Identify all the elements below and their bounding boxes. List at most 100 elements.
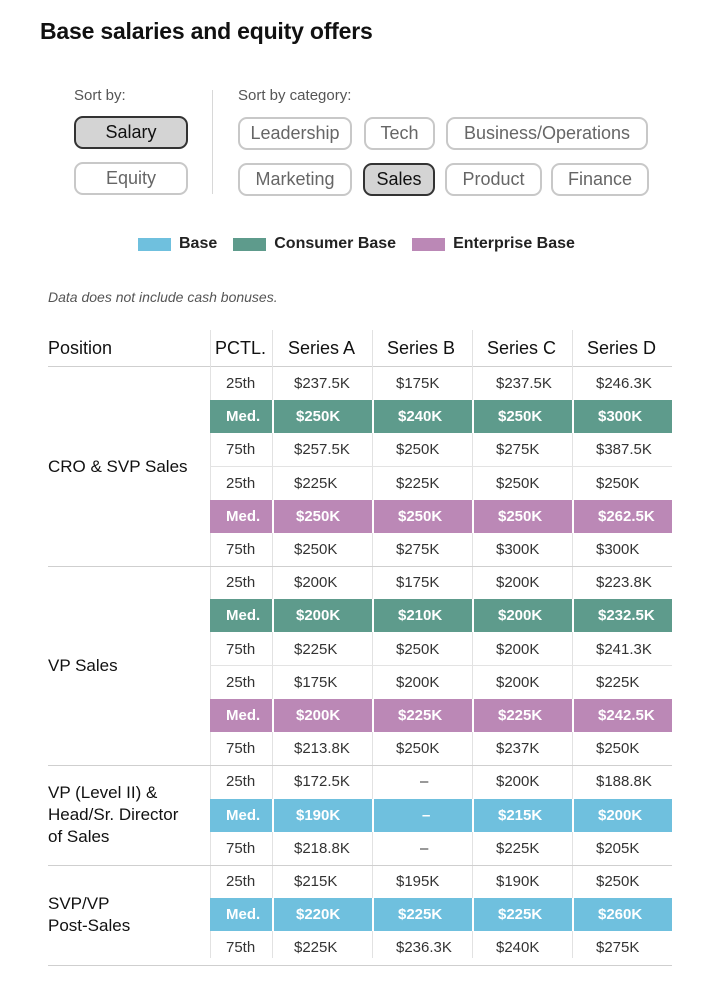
salary-cell: $220K [272,898,372,931]
legend-label: Consumer Base [274,235,397,252]
salary-cell: $225K [294,475,338,492]
salary-cell: $275K [496,441,540,458]
salary-cell: $172.5K [294,773,350,790]
salary-cell: $200K [272,599,372,632]
legend-item-consumer-base: Consumer Base [233,235,396,253]
salary-cell: $250K [596,475,640,492]
salary-cell: $250K [396,441,440,458]
salary-cell: $205K [596,840,640,857]
salary-cell: $223.8K [596,574,652,591]
salary-cell: $190K [496,873,540,890]
percentile-cell: Med. [226,508,261,525]
salary-cell: $200K [496,674,540,691]
table-row: Med. $200K $210K $200K $232.5K [210,599,672,632]
header-divider [48,366,672,367]
percentile-cell: 25th [226,773,256,790]
salary-cell: $225K [294,641,338,658]
sort-by-label: Sort by: [74,87,126,104]
group-divider [48,765,672,766]
salary-cell: $200K [294,574,338,591]
salary-cell: $175K [294,674,338,691]
salary-cell: $188.8K [596,773,652,790]
percentile-cell: 75th [226,939,256,956]
legend-swatch-enterprise-base [412,237,446,251]
salary-cell: $225K [294,939,338,956]
salary-cell: $213.8K [294,740,350,757]
percentile-cell: Med. [226,707,261,724]
percentile-cell: 75th [226,541,256,558]
table-row: 75th $225K $236.3K $240K $275K [210,931,672,964]
salary-cell: $237.5K [294,375,350,392]
salary-cell: $250K [396,641,440,658]
column-separator [272,330,273,958]
category-marketing-button[interactable]: Marketing [238,163,352,196]
salary-cell: $200K [496,641,540,658]
percentile-cell: 25th [226,674,256,691]
position-label: CRO & SVP Sales [48,457,188,476]
column-separator [572,330,573,958]
salary-cell: $237K [496,740,540,757]
salary-cell: $225K [496,840,540,857]
salary-cell: $200K [496,574,540,591]
group-divider [48,965,672,966]
salary-cell: $225K [596,674,640,691]
salary-cell: $250K [472,400,572,433]
header-series-a: Series A [288,338,356,358]
salary-cell: $232.5K [572,599,672,632]
data-note: Data does not include cash bonuses. [48,289,278,305]
category-sales-button[interactable]: Sales [363,163,435,196]
salary-cell: $257.5K [294,441,350,458]
header-pctl: PCTL. [215,338,267,358]
header-series-b: Series B [387,338,456,358]
salary-cell: $175K [396,375,440,392]
percentile-cell: 25th [226,475,256,492]
percentile-cell: 75th [226,740,256,757]
table-row: 25th $200K $175K $200K $223.8K [210,566,672,599]
salary-cell: $200K [396,674,440,691]
header-series-c: Series C [487,338,557,358]
category-business-operations-button[interactable]: Business/Operations [446,117,648,150]
column-separator [372,330,373,958]
salary-cell: $225K [372,898,472,931]
legend-item-enterprise-base: Enterprise Base [412,235,575,253]
row-divider [210,466,672,467]
filter-divider [212,90,213,194]
position-label: SVP/VP Post-Sales [48,894,131,935]
percentile-cell: 25th [226,574,256,591]
table-row: 75th $213.8K $250K $237K $250K [210,732,672,765]
salary-cell: $225K [372,699,472,732]
group-divider [48,566,672,567]
percentile-cell: Med. [226,906,261,923]
salary-cell: – [372,799,472,832]
table-row: Med. $220K $225K $225K $260K [210,898,672,931]
table-row: 25th $237.5K $175K $237.5K $246.3K [210,367,672,400]
salary-cell: $175K [396,574,440,591]
salary-cell: $225K [472,898,572,931]
table-row: Med. $190K – $215K $200K [210,799,672,832]
table-row: Med. $200K $225K $225K $242.5K [210,699,672,732]
sort-salary-button[interactable]: Salary [74,116,188,149]
salary-cell: $237.5K [496,375,552,392]
legend-label: Enterprise Base [453,235,575,252]
salary-cell: $275K [396,541,440,558]
category-leadership-button[interactable]: Leadership [238,117,352,150]
percentile-cell: 25th [226,873,256,890]
category-product-button[interactable]: Product [445,163,542,196]
percentile-cell: 75th [226,641,256,658]
salary-cell: $250K [372,500,472,533]
table-row: 75th $257.5K $250K $275K $387.5K [210,433,672,466]
category-finance-button[interactable]: Finance [551,163,649,196]
percentile-cell: 25th [226,375,256,392]
percentile-cell: 75th [226,840,256,857]
table-row: 75th $218.8K – $225K $205K [210,832,672,865]
sort-equity-button[interactable]: Equity [74,162,188,195]
category-tech-button[interactable]: Tech [364,117,435,150]
salary-cell: $240K [496,939,540,956]
table-row: 75th $250K $275K $300K $300K [210,533,672,566]
percentile-cell: Med. [226,607,261,624]
salary-cell: $200K [272,699,372,732]
salary-cell: $250K [396,740,440,757]
salary-cell: $215K [294,873,338,890]
percentile-cell: Med. [226,807,261,824]
position-label: VP (Level II) & Head/Sr. Director of Sales [48,783,179,846]
